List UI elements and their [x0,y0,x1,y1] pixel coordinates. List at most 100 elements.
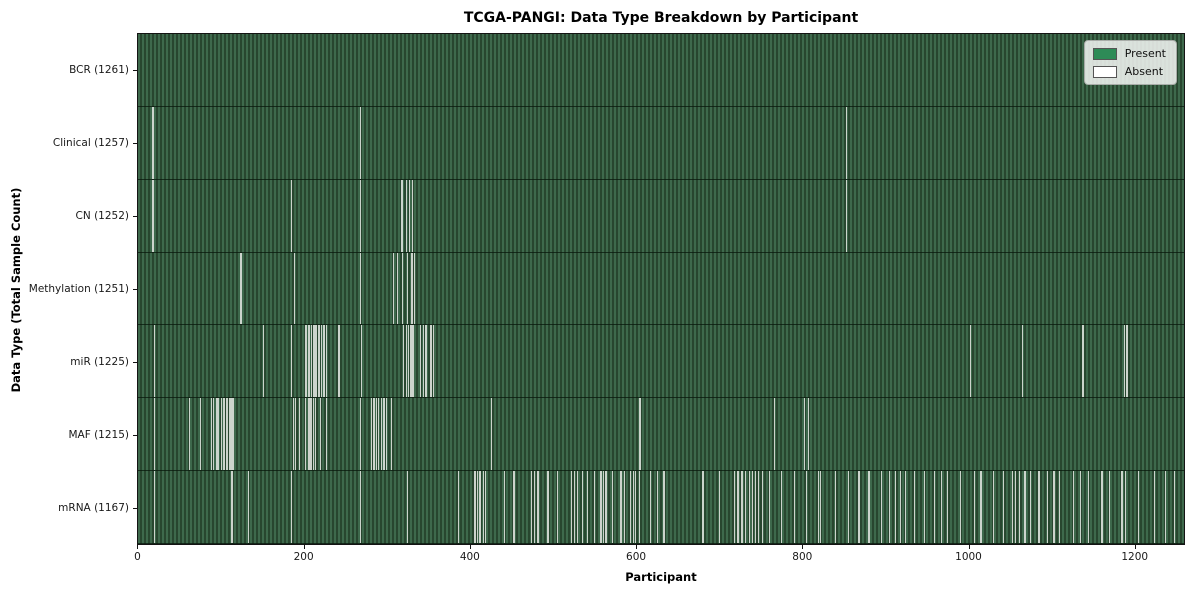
absent-line [375,398,377,471]
absent-line [293,252,295,325]
y-tick-mark [133,508,137,510]
absent-line [305,398,307,471]
absent-line [1018,471,1020,544]
y-tick-label: MAF (1215) [68,429,129,442]
absent-line [602,471,605,544]
absent-line [744,471,746,544]
absent-line [1123,325,1126,398]
absent-line [479,471,481,544]
absent-line [385,398,387,471]
y-tick-label: mRNA (1167) [58,502,129,515]
absent-line [947,471,949,544]
y-tick-mark [133,362,137,364]
absent-line [868,471,870,544]
absent-line [370,398,372,471]
absent-line [412,325,415,398]
absent-line [656,471,659,544]
y-tick-mark [133,435,137,437]
absent-line [959,471,961,544]
absent-line [482,471,484,544]
absent-line [338,325,340,398]
absent-line [605,471,607,544]
absent-line [413,252,415,325]
absent-line [320,398,322,471]
absent-line [570,471,572,544]
x-tick-label: 200 [293,551,314,563]
absent-line [373,398,375,471]
absent-line [408,325,410,398]
absent-line [623,471,625,544]
absent-line [1038,471,1040,544]
x-tick-mark [137,545,139,549]
absent-line [741,471,743,544]
absent-line [247,471,250,544]
absent-line [408,179,411,252]
absent-line [213,398,215,471]
absent-line [894,471,897,544]
y-tick-label: BCR (1261) [69,63,129,76]
absent-line [291,471,293,544]
absent-line [817,471,819,544]
absent-line [513,471,515,544]
absent-line [973,471,975,544]
absent-line [305,325,307,398]
row-band-mRNA [138,471,1184,545]
absent-line [309,325,311,398]
absent-line [1021,325,1024,398]
absent-line [593,471,595,544]
absent-line [310,398,312,471]
absent-line [1173,471,1175,544]
absent-line [422,325,425,398]
x-axis-label: Participant [625,570,697,584]
absent-line [359,398,362,471]
absent-line [152,106,154,179]
absent-line [359,179,362,252]
y-tick-mark [133,69,137,71]
absent-line [969,325,971,398]
absent-line [612,471,614,544]
absent-line [426,325,428,398]
absent-line [913,471,916,544]
absent-line [411,252,413,325]
absent-line [1002,471,1004,544]
absent-line [410,325,412,398]
absent-line [1137,471,1140,544]
absent-line [231,471,233,544]
legend-label-absent: Absent [1124,65,1164,78]
legend-entry-present: Present [1092,47,1166,60]
absent-line [899,471,902,544]
absent-line [315,398,317,471]
absent-line [412,179,414,252]
x-tick-mark [968,545,970,549]
present-swatch-icon [1092,47,1117,60]
absent-line [530,471,532,544]
absent-line [1153,471,1155,544]
row-band-BCR [138,34,1184,107]
absent-line [820,471,822,544]
absent-line [663,471,665,544]
absent-line [587,471,589,544]
x-tick-label: 800 [792,551,813,563]
absent-line [1015,471,1017,544]
absent-line [835,471,837,544]
absent-line [308,398,310,471]
absent-line [291,179,293,252]
absent-line [582,471,584,544]
y-axis-label: Data Type (Total Sample Count) [9,187,23,393]
absent-line [432,325,435,398]
absent-line [298,398,300,471]
absent-line [803,398,805,471]
absent-line [325,325,328,398]
absent-line [752,471,754,544]
row-band-CN [138,179,1184,253]
absent-line [431,325,433,398]
x-tick-label: 600 [626,551,647,563]
x-tick-label: 1200 [1121,551,1149,563]
absent-line [781,471,783,544]
x-tick-mark [1134,545,1136,549]
absent-line [223,398,225,471]
absent-line [359,252,362,325]
absent-line [397,252,399,325]
y-tick-label: CN (1252) [75,209,129,222]
row-band-MAF [138,398,1184,472]
